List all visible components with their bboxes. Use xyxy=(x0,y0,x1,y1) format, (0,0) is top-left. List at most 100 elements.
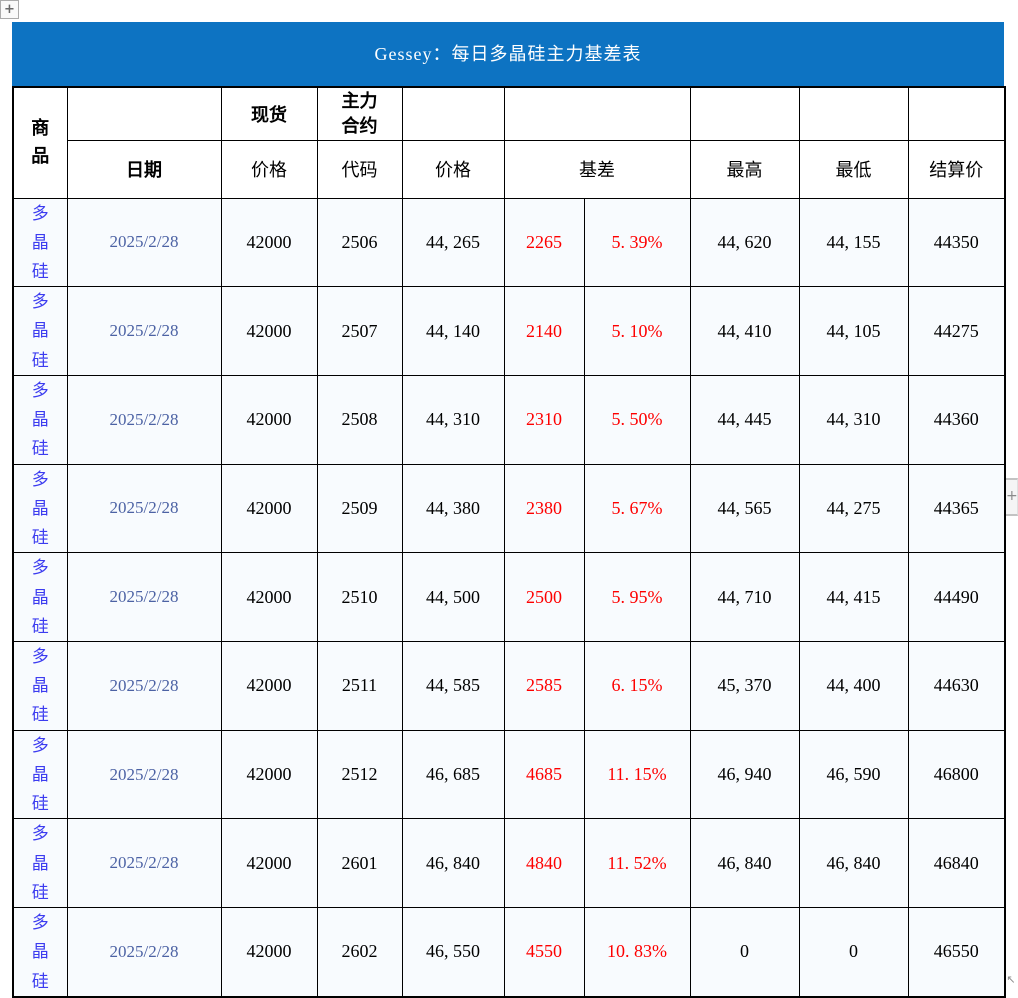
cell-high[interactable]: 46, 940 xyxy=(689,729,800,820)
col-header-date[interactable]: 日期 xyxy=(66,139,222,199)
cell-low[interactable]: 44, 310 xyxy=(798,374,909,465)
cell-price[interactable]: 44, 265 xyxy=(401,197,505,288)
cell-low[interactable]: 44, 105 xyxy=(798,286,909,376)
cell-price[interactable]: 44, 585 xyxy=(401,641,505,731)
cell-basis-pct[interactable]: 5. 67% xyxy=(583,463,691,554)
cell-price[interactable]: 44, 380 xyxy=(401,463,505,554)
cell-commodity[interactable]: 多晶硅 xyxy=(12,907,68,998)
cell-spot-price[interactable]: 42000 xyxy=(220,907,318,998)
cell-settlement[interactable]: 46840 xyxy=(907,818,1006,909)
cell-spot-price[interactable]: 42000 xyxy=(220,286,318,376)
scroll-corner-arrow-icon[interactable]: ↖ xyxy=(1006,973,1016,986)
cell-date[interactable]: 2025/2/28 xyxy=(66,907,222,998)
cell-basis[interactable]: 4685 xyxy=(503,729,585,820)
col-header-low[interactable]: 最低 xyxy=(798,139,909,199)
col-header-settlement[interactable]: 结算价 xyxy=(907,139,1006,199)
cell-spot-price[interactable]: 42000 xyxy=(220,729,318,820)
header-area-basis[interactable] xyxy=(503,86,691,141)
cell-high[interactable]: 44, 565 xyxy=(689,463,800,554)
cell-commodity[interactable]: 多晶硅 xyxy=(12,552,68,643)
cell-basis[interactable]: 2500 xyxy=(503,552,585,643)
col-header-main-contract[interactable]: 主力合约 xyxy=(316,86,403,141)
cell-settlement[interactable]: 44360 xyxy=(907,374,1006,465)
cell-contract-code[interactable]: 2601 xyxy=(316,818,403,909)
cell-date[interactable]: 2025/2/28 xyxy=(66,197,222,288)
cell-price[interactable]: 44, 500 xyxy=(401,552,505,643)
cell-basis[interactable]: 2380 xyxy=(503,463,585,554)
cell-contract-code[interactable]: 2507 xyxy=(316,286,403,376)
col-header-spot-price[interactable]: 价格 xyxy=(220,139,318,199)
cell-price[interactable]: 46, 840 xyxy=(401,818,505,909)
cell-basis[interactable]: 2310 xyxy=(503,374,585,465)
cell-price[interactable]: 46, 685 xyxy=(401,729,505,820)
cell-date[interactable]: 2025/2/28 xyxy=(66,374,222,465)
cell-high[interactable]: 44, 710 xyxy=(689,552,800,643)
cell-low[interactable]: 44, 400 xyxy=(798,641,909,731)
cell-contract-code[interactable]: 2602 xyxy=(316,907,403,998)
cell-basis-pct[interactable]: 6. 15% xyxy=(583,641,691,731)
cell-contract-code[interactable]: 2506 xyxy=(316,197,403,288)
cell-date[interactable]: 2025/2/28 xyxy=(66,818,222,909)
col-header-basis[interactable]: 基差 xyxy=(503,139,691,199)
cell-contract-code[interactable]: 2510 xyxy=(316,552,403,643)
cell-price[interactable]: 46, 550 xyxy=(401,907,505,998)
cell-basis-pct[interactable]: 5. 39% xyxy=(583,197,691,288)
header-empty-cell[interactable] xyxy=(66,86,222,141)
cell-low[interactable]: 0 xyxy=(798,907,909,998)
cell-spot-price[interactable]: 42000 xyxy=(220,552,318,643)
header-area-high[interactable] xyxy=(689,86,800,141)
cell-commodity[interactable]: 多晶硅 xyxy=(12,286,68,376)
cell-basis[interactable]: 2140 xyxy=(503,286,585,376)
cell-high[interactable]: 44, 410 xyxy=(689,286,800,376)
cell-high[interactable]: 44, 620 xyxy=(689,197,800,288)
cell-high[interactable]: 0 xyxy=(689,907,800,998)
cell-commodity[interactable]: 多晶硅 xyxy=(12,729,68,820)
col-header-commodity[interactable]: 商品 xyxy=(12,86,68,199)
cell-basis[interactable]: 2265 xyxy=(503,197,585,288)
cell-commodity[interactable]: 多晶硅 xyxy=(12,641,68,731)
col-header-price[interactable]: 价格 xyxy=(401,139,505,199)
col-header-high[interactable]: 最高 xyxy=(689,139,800,199)
header-area-low[interactable] xyxy=(798,86,909,141)
cell-settlement[interactable]: 46550 xyxy=(907,907,1006,998)
cell-spot-price[interactable]: 42000 xyxy=(220,641,318,731)
cell-commodity[interactable]: 多晶硅 xyxy=(12,197,68,288)
cell-contract-code[interactable]: 2512 xyxy=(316,729,403,820)
cell-settlement[interactable]: 44365 xyxy=(907,463,1006,554)
header-area-price[interactable] xyxy=(401,86,505,141)
cell-high[interactable]: 44, 445 xyxy=(689,374,800,465)
cell-spot-price[interactable]: 42000 xyxy=(220,374,318,465)
table-title[interactable]: Gessey：每日多晶硅主力基差表 xyxy=(12,22,1004,86)
cell-low[interactable]: 44, 155 xyxy=(798,197,909,288)
cell-low[interactable]: 44, 275 xyxy=(798,463,909,554)
cell-date[interactable]: 2025/2/28 xyxy=(66,641,222,731)
cell-settlement[interactable]: 44350 xyxy=(907,197,1006,288)
cell-basis[interactable]: 4550 xyxy=(503,907,585,998)
cell-settlement[interactable]: 44275 xyxy=(907,286,1006,376)
cell-date[interactable]: 2025/2/28 xyxy=(66,463,222,554)
cell-basis[interactable]: 4840 xyxy=(503,818,585,909)
cell-high[interactable]: 45, 370 xyxy=(689,641,800,731)
cell-settlement[interactable]: 44490 xyxy=(907,552,1006,643)
cell-contract-code[interactable]: 2508 xyxy=(316,374,403,465)
cell-basis-pct[interactable]: 11. 15% xyxy=(583,729,691,820)
cell-basis[interactable]: 2585 xyxy=(503,641,585,731)
cell-contract-code[interactable]: 2509 xyxy=(316,463,403,554)
cell-settlement[interactable]: 44630 xyxy=(907,641,1006,731)
cell-date[interactable]: 2025/2/28 xyxy=(66,729,222,820)
cell-date[interactable]: 2025/2/28 xyxy=(66,552,222,643)
cell-basis-pct[interactable]: 10. 83% xyxy=(583,907,691,998)
cell-settlement[interactable]: 46800 xyxy=(907,729,1006,820)
cell-price[interactable]: 44, 140 xyxy=(401,286,505,376)
cell-date[interactable]: 2025/2/28 xyxy=(66,286,222,376)
col-header-contract-code[interactable]: 代码 xyxy=(316,139,403,199)
col-header-spot[interactable]: 现货 xyxy=(220,86,318,141)
cell-low[interactable]: 44, 415 xyxy=(798,552,909,643)
cell-spot-price[interactable]: 42000 xyxy=(220,818,318,909)
cell-low[interactable]: 46, 840 xyxy=(798,818,909,909)
cell-basis-pct[interactable]: 5. 50% xyxy=(583,374,691,465)
cell-basis-pct[interactable]: 5. 95% xyxy=(583,552,691,643)
cell-price[interactable]: 44, 310 xyxy=(401,374,505,465)
cell-commodity[interactable]: 多晶硅 xyxy=(12,374,68,465)
cell-basis-pct[interactable]: 11. 52% xyxy=(583,818,691,909)
